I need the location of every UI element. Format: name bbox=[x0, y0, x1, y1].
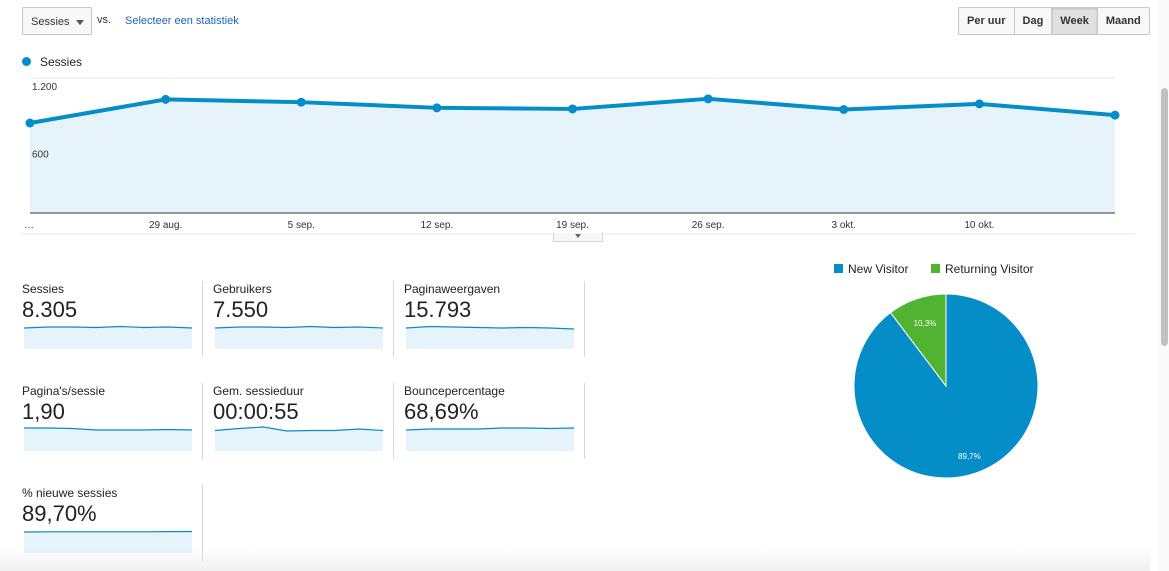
sparkline bbox=[406, 427, 575, 451]
scorecard-value: 89,70% bbox=[22, 501, 97, 526]
sparkline bbox=[24, 530, 193, 553]
sparkline-area bbox=[215, 427, 383, 451]
sparkline-area bbox=[406, 326, 574, 349]
sparkline bbox=[215, 426, 384, 451]
x-tick-label: … bbox=[24, 220, 34, 231]
scorecard-label: Bouncepercentage bbox=[404, 384, 505, 398]
sparkline-line bbox=[24, 325, 193, 329]
legend-series-label: Sessies bbox=[40, 55, 83, 69]
scorecard-label: Gem. sessieduur bbox=[213, 384, 304, 398]
pie-slice-label: 89,7% bbox=[958, 452, 981, 461]
chart-legend: Sessies bbox=[22, 55, 82, 69]
x-tick-label: 29 aug. bbox=[149, 220, 182, 231]
scorecard-users[interactable]: Gebruikers 7.550 bbox=[213, 282, 387, 358]
scorecard-avg-session-duration[interactable]: Gem. sessieduur 00:00:55 bbox=[213, 384, 387, 460]
granularity-toggle: Per uur Dag Week Maand bbox=[958, 7, 1150, 35]
scorecard-label: Pagina's/sessie bbox=[22, 384, 106, 398]
pie-slice bbox=[889, 293, 947, 388]
granularity-month-button[interactable]: Maand bbox=[1096, 8, 1149, 34]
scorecard-value: 1,90 bbox=[22, 399, 65, 424]
divider bbox=[393, 281, 394, 357]
scorecard-label: Sessies bbox=[22, 282, 65, 296]
pie-legend-returning: Returning Visitor bbox=[931, 262, 1034, 276]
sparkline-area bbox=[406, 428, 574, 451]
scorecard-value: 15.793 bbox=[404, 297, 472, 322]
scorecard-pages-per-session[interactable]: Pagina's/sessie 1,90 bbox=[22, 384, 196, 460]
sparkline-line bbox=[215, 325, 384, 329]
collapse-chart-toggle[interactable] bbox=[553, 233, 603, 242]
x-tick-label: 26 sep. bbox=[692, 220, 725, 231]
sparkline-area bbox=[24, 531, 192, 553]
data-point bbox=[703, 94, 713, 104]
x-tick-label: 10 okt. bbox=[964, 220, 994, 231]
caret-down-icon bbox=[575, 234, 581, 238]
series-area bbox=[30, 98, 1115, 213]
sparkline-line bbox=[24, 530, 193, 533]
data-point bbox=[25, 118, 35, 128]
sparkline-line bbox=[215, 426, 384, 432]
scorecard-pageviews[interactable]: Paginaweergaven 15.793 bbox=[404, 282, 578, 358]
data-point bbox=[568, 104, 577, 114]
x-tick-label: 12 sep. bbox=[420, 220, 453, 231]
sparkline bbox=[24, 427, 193, 451]
granularity-week-button[interactable]: Week bbox=[1051, 8, 1097, 34]
scorecard-new-sessions[interactable]: % nieuwe sessies 89,70% bbox=[22, 486, 196, 562]
data-point bbox=[432, 103, 442, 113]
sparkline-area bbox=[24, 428, 192, 451]
divider bbox=[202, 383, 203, 459]
scorecard-label: Paginaweergaven bbox=[404, 282, 501, 296]
legend-square-icon bbox=[931, 264, 940, 273]
select-statistic-link[interactable]: Selecteer een statistiek bbox=[125, 15, 239, 27]
scorecard-value: 8.305 bbox=[22, 297, 78, 322]
scorecard-label: Gebruikers bbox=[213, 282, 272, 296]
divider bbox=[584, 281, 585, 357]
sparkline-area bbox=[215, 326, 383, 349]
pie-slice-label: 10,3% bbox=[914, 319, 937, 328]
data-point bbox=[1110, 110, 1120, 120]
sparkline bbox=[24, 325, 193, 349]
divider bbox=[202, 281, 203, 357]
metric-select[interactable]: Sessies bbox=[22, 7, 92, 35]
divider bbox=[202, 485, 203, 561]
vs-label: vs. bbox=[97, 14, 112, 26]
data-point bbox=[296, 97, 306, 107]
divider bbox=[393, 383, 394, 459]
sparkline bbox=[215, 325, 384, 349]
scorecard-value: 7.550 bbox=[213, 297, 269, 322]
scorecard-bounce-rate[interactable]: Bouncepercentage 68,69% bbox=[404, 384, 578, 460]
sparkline-line bbox=[406, 325, 575, 330]
x-tick-label: 5 sep. bbox=[288, 220, 315, 231]
y-tick-label: 1.200 bbox=[32, 82, 57, 93]
divider bbox=[584, 383, 585, 459]
pie-legend-label: New Visitor bbox=[848, 262, 909, 276]
scorecard-label: % nieuwe sessies bbox=[22, 486, 118, 500]
series-dot-icon bbox=[22, 57, 31, 66]
x-tick-label: 3 okt. bbox=[832, 220, 856, 231]
x-tick-label: 19 sep. bbox=[556, 220, 589, 231]
y-tick-label: 600 bbox=[32, 150, 49, 161]
pie-slice bbox=[853, 293, 1039, 479]
granularity-hour-button[interactable]: Per uur bbox=[967, 15, 1006, 27]
data-point bbox=[839, 105, 849, 114]
pie-legend-label: Returning Visitor bbox=[945, 262, 1034, 276]
metric-select-label: Sessies bbox=[31, 16, 70, 28]
sessions-line-chart: 1.200 600 … 29 aug. 5 sep. 12 sep. 19 sep. 26 s… bbox=[22, 77, 1135, 235]
sparkline bbox=[406, 325, 575, 349]
legend-square-icon bbox=[834, 264, 843, 273]
bottom-fade bbox=[0, 548, 1150, 571]
sparkline-area bbox=[24, 326, 192, 349]
chevron-down-icon bbox=[76, 20, 84, 25]
scorecard-sessions[interactable]: Sessies 8.305 bbox=[22, 282, 196, 358]
sparkline-line bbox=[24, 427, 193, 431]
pie-legend-new: New Visitor bbox=[834, 262, 908, 276]
scorecard-value: 68,69% bbox=[404, 399, 479, 424]
scrollbar-thumb[interactable] bbox=[1161, 88, 1168, 346]
data-point bbox=[974, 99, 984, 109]
scorecard-value: 00:00:55 bbox=[213, 399, 299, 424]
sparkline-line bbox=[406, 427, 575, 431]
granularity-day-button[interactable]: Dag bbox=[1013, 8, 1052, 34]
data-point bbox=[161, 94, 171, 104]
